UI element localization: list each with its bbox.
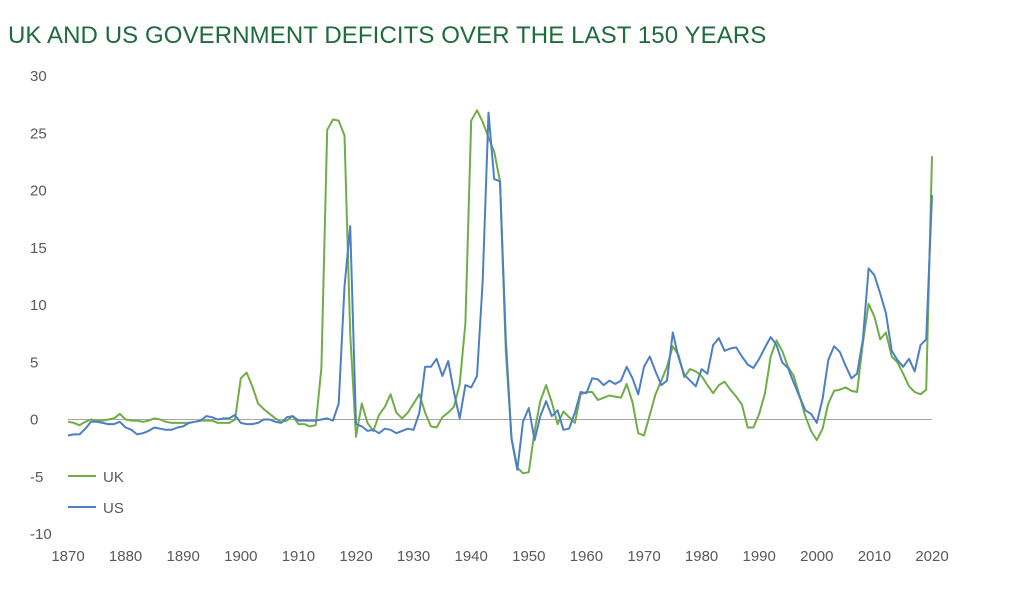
x-tick-label: 1950: [512, 548, 545, 565]
y-tick-label: 30: [30, 68, 47, 85]
y-tick-label: 15: [30, 240, 47, 257]
x-tick-label: 1920: [339, 548, 372, 565]
x-tick-label: 2010: [858, 548, 891, 565]
legend-item-us: US: [68, 500, 124, 517]
chart-title: UK AND US GOVERNMENT DEFICITS OVER THE L…: [8, 22, 767, 49]
x-tick-label: 1940: [455, 548, 488, 565]
series-lines: [67, 109, 933, 475]
x-tick-label: 1960: [570, 548, 603, 565]
x-tick-label: 1890: [167, 548, 200, 565]
x-tick-label: 1990: [743, 548, 776, 565]
y-tick-label: 0: [30, 412, 38, 429]
legend-label-us: US: [103, 500, 124, 517]
y-tick-label: 10: [30, 297, 47, 314]
y-tick-label: -5: [30, 469, 43, 486]
x-tick-label: 1880: [109, 548, 142, 565]
y-axis-ticks: -10 -5 0 5 10 15 20 25 30: [30, 68, 52, 543]
series-line-uk: [67, 109, 933, 475]
x-tick-label: 1900: [224, 548, 257, 565]
y-tick-label: -10: [30, 526, 52, 543]
legend-label-uk: UK: [103, 469, 124, 486]
x-tick-label: 2020: [915, 548, 948, 565]
x-axis-ticks: 1870 1880 1890 1900 1910 1920 1930 1940 1950 1960…: [51, 548, 948, 565]
legend: UK US: [68, 469, 124, 517]
y-tick-label: 5: [30, 354, 38, 371]
series-line-us: [67, 111, 933, 471]
legend-item-uk: UK: [68, 469, 124, 486]
y-tick-label: 20: [30, 183, 47, 200]
x-tick-label: 2000: [800, 548, 833, 565]
x-tick-label: 1930: [397, 548, 430, 565]
x-tick-label: 1870: [51, 548, 84, 565]
x-tick-label: 1910: [282, 548, 315, 565]
y-tick-label: 25: [30, 125, 47, 142]
x-tick-label: 1970: [627, 548, 660, 565]
x-tick-label: 1980: [685, 548, 718, 565]
